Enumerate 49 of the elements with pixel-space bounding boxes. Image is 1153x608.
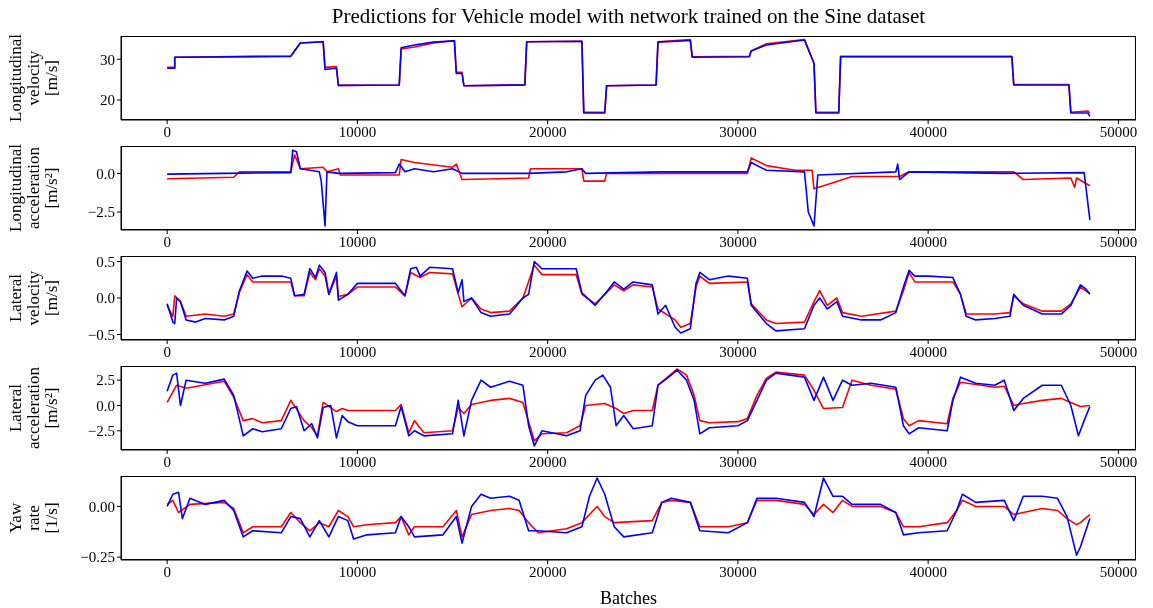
chart-title: Predictions for Vehicle model with network trained on the Sine dataset <box>331 4 926 28</box>
x-tick-label: 20000 <box>528 563 567 580</box>
y-tick-label: −2.5 <box>87 204 115 221</box>
x-tick-label: 50000 <box>1099 453 1138 470</box>
x-tick-label: 20000 <box>528 233 567 250</box>
x-tick-label: 50000 <box>1099 563 1138 580</box>
y-tick-label: 0.0 <box>96 290 115 307</box>
x-tick-label: 0 <box>163 343 171 360</box>
x-tick-label: 30000 <box>719 123 757 140</box>
x-tick-label: 40000 <box>909 453 947 470</box>
x-tick-label: 30000 <box>719 233 757 250</box>
y-axis-title: Lateral velocity [m/s] <box>6 270 61 326</box>
y-tick-label: −0.5 <box>87 326 115 343</box>
x-tick-label: 50000 <box>1099 343 1138 360</box>
x-tick-label: 20000 <box>528 453 567 470</box>
x-tick-label: 20000 <box>528 123 567 140</box>
x-tick-label: 0 <box>163 123 171 140</box>
x-axis-title: Batches <box>600 588 657 608</box>
x-tick-label: 20000 <box>528 343 567 360</box>
y-axis-title: Yaw rate [1/s] <box>6 502 61 534</box>
y-tick-label: 2.5 <box>96 372 115 389</box>
y-tick-label: 0.0 <box>96 397 115 414</box>
y-axis-title: Longitudinal acceleration [m/s²] <box>6 144 61 232</box>
x-tick-label: 10000 <box>338 233 377 250</box>
x-tick-label: 0 <box>163 233 171 250</box>
x-tick-label: 10000 <box>338 343 377 360</box>
x-tick-label: 0 <box>163 563 171 580</box>
x-tick-label: 40000 <box>909 233 947 250</box>
x-tick-label: 0 <box>163 453 171 470</box>
x-tick-label: 40000 <box>909 563 947 580</box>
y-tick-label: −0.25 <box>80 549 115 566</box>
x-tick-label: 40000 <box>909 123 947 140</box>
y-tick-label: 20 <box>100 92 115 109</box>
y-tick-label: 0.00 <box>88 498 115 515</box>
y-axis-title: Lateral acceleration [m/s²] <box>6 366 61 450</box>
y-tick-label: 0.5 <box>96 253 115 270</box>
x-tick-label: 30000 <box>719 453 757 470</box>
y-tick-label: 0.0 <box>96 165 115 182</box>
x-tick-label: 50000 <box>1099 233 1138 250</box>
y-tick-label: 30 <box>100 51 115 68</box>
x-tick-label: 40000 <box>909 343 947 360</box>
x-tick-label: 10000 <box>338 123 377 140</box>
x-tick-label: 10000 <box>338 563 377 580</box>
x-tick-label: 30000 <box>719 563 757 580</box>
y-tick-label: −2.5 <box>87 423 115 440</box>
y-axis-title: Longitudinal velocity [m/s] <box>6 34 61 122</box>
x-tick-label: 10000 <box>338 453 377 470</box>
x-tick-label: 30000 <box>719 343 757 360</box>
x-tick-label: 50000 <box>1099 123 1138 140</box>
